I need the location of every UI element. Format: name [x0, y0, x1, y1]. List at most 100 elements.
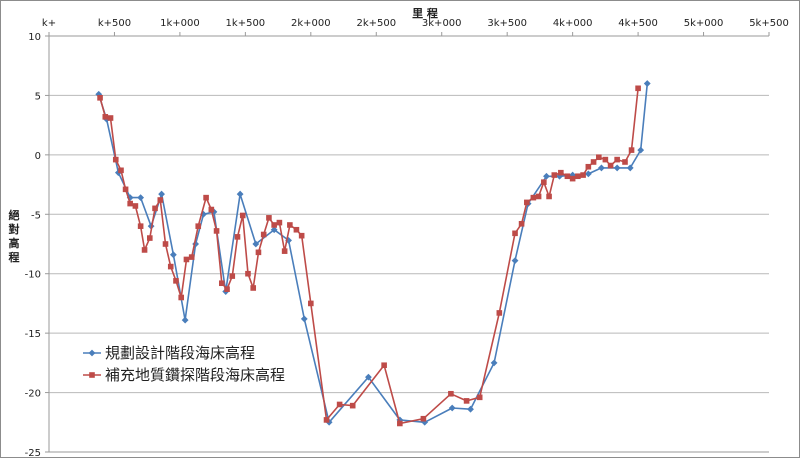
data-point: [239, 212, 246, 219]
y-tick-label: -10: [25, 270, 41, 281]
data-point: [607, 162, 614, 169]
data-point: [496, 310, 503, 316]
x-tick-label: 2k+500: [356, 18, 396, 29]
data-point: [584, 170, 592, 178]
data-point: [287, 222, 293, 228]
data-point: [585, 163, 592, 170]
data-point: [219, 280, 225, 287]
data-point: [213, 228, 220, 234]
y-tick-label: -5: [31, 210, 41, 221]
data-point: [448, 404, 456, 412]
data-point: [152, 205, 158, 212]
x-tick-label: k+: [42, 18, 56, 29]
data-point: [308, 300, 314, 307]
data-point: [118, 167, 124, 174]
gridlines: [48, 35, 769, 453]
data-point: [183, 256, 190, 263]
data-point: [162, 241, 169, 247]
data-point: [635, 85, 641, 92]
data-point: [467, 405, 474, 413]
legend-marker: [89, 372, 95, 378]
x-tick-label: 2k+000: [291, 18, 331, 29]
data-point: [420, 415, 427, 422]
data-point: [126, 194, 134, 202]
data-point: [203, 194, 209, 201]
data-point: [173, 278, 179, 284]
data-point: [512, 230, 518, 237]
data-point: [102, 114, 109, 120]
data-point: [596, 154, 602, 161]
data-point: [266, 215, 272, 221]
data-point: [132, 203, 139, 209]
data-point: [236, 190, 244, 198]
x-tick-label: 1k+500: [226, 18, 266, 29]
data-point: [167, 263, 174, 270]
data-point: [260, 231, 267, 238]
data-point: [365, 373, 372, 381]
data-point: [137, 223, 144, 229]
data-point: [298, 232, 305, 239]
data-point: [643, 80, 651, 87]
data-point: [518, 220, 525, 227]
data-point: [637, 146, 645, 154]
data-point: [323, 417, 330, 423]
data-point: [476, 394, 483, 401]
data-point: [255, 249, 262, 256]
y-tick-label: 0: [35, 151, 41, 162]
data-point: [250, 285, 257, 291]
x-tick-label: 5k+000: [684, 18, 724, 29]
data-point: [336, 401, 343, 408]
data-point: [490, 359, 498, 367]
data-point: [530, 194, 537, 201]
data-point: [524, 199, 530, 206]
legend-label: 補充地質鑽探階段海床高程: [105, 366, 285, 384]
y-axis-title-char: 程: [9, 250, 20, 264]
data-point: [397, 420, 403, 427]
data-point: [169, 251, 177, 259]
data-point: [188, 254, 195, 260]
y-axis-ticks: 10 5 0 -5 -10 -15 -20 -25: [25, 32, 49, 459]
data-point: [234, 234, 241, 240]
x-tick-label: 1k+000: [160, 18, 200, 29]
data-point: [628, 147, 635, 153]
data-point: [107, 115, 114, 121]
data-point: [147, 235, 153, 241]
data-point: [622, 159, 628, 165]
data-point: [271, 222, 277, 228]
data-point: [270, 226, 278, 234]
data-point: [543, 172, 550, 180]
x-tick-label: 5k+500: [749, 18, 789, 29]
data-point: [535, 193, 542, 200]
data-point: [122, 186, 129, 193]
data-point: [564, 173, 571, 180]
y-axis-title-char: 絕: [9, 208, 20, 222]
data-point: [575, 173, 581, 180]
data-point: [178, 294, 185, 301]
data-point: [245, 270, 251, 277]
y-tick-label: -20: [25, 389, 41, 400]
data-point: [546, 193, 552, 200]
y-tick-label: 10: [28, 32, 41, 43]
data-point: [293, 226, 300, 233]
legend-label: 規劃設計階段海床高程: [105, 344, 255, 362]
data-point: [224, 286, 230, 292]
data-point: [195, 223, 202, 229]
data-point: [381, 362, 387, 369]
x-tick-label: 3k+500: [487, 18, 527, 29]
legend-item: 規劃設計階段海床高程: [83, 344, 255, 362]
data-point: [613, 164, 621, 172]
data-point: [141, 247, 148, 253]
y-tick-label: 5: [35, 91, 41, 102]
data-point: [349, 402, 356, 409]
data-point: [208, 206, 215, 213]
series-2: [97, 85, 641, 427]
data-point: [127, 200, 133, 207]
data-point: [541, 179, 547, 185]
data-point: [463, 398, 470, 404]
data-point: [137, 194, 145, 202]
data-point: [614, 156, 620, 163]
